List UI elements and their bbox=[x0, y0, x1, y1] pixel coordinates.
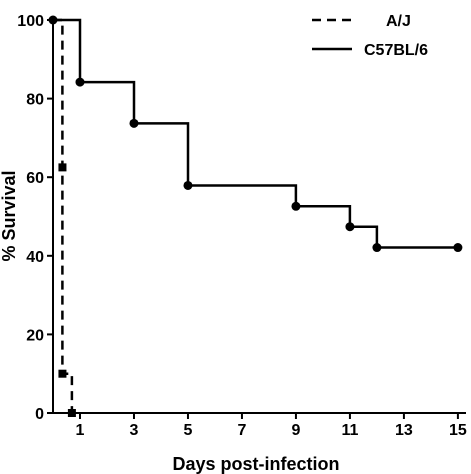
legend: A/J C57BL/6 bbox=[312, 13, 428, 59]
y-tick-label: 0 bbox=[35, 406, 44, 423]
x-tick-label: 9 bbox=[291, 422, 300, 439]
data-point-c57bl6 bbox=[345, 222, 355, 232]
data-point-c57bl6 bbox=[291, 201, 301, 211]
x-tick-label: 13 bbox=[395, 422, 413, 439]
y-axis-title: % Survival bbox=[0, 170, 19, 261]
x-tick-label: 3 bbox=[130, 422, 139, 439]
x-tick-label: 7 bbox=[238, 422, 247, 439]
y-tick-label: 60 bbox=[26, 170, 44, 187]
data-point-aj bbox=[58, 163, 67, 172]
data-point-aj bbox=[67, 409, 76, 417]
data-point-c57bl6 bbox=[129, 118, 139, 128]
series-layer bbox=[48, 15, 463, 417]
data-point-c57bl6 bbox=[372, 243, 382, 253]
data-point-c57bl6 bbox=[75, 77, 85, 87]
x-axis-title: Days post-infection bbox=[172, 454, 339, 474]
x-tick-label: 5 bbox=[184, 422, 193, 439]
series-line-aj bbox=[53, 18, 74, 413]
legend-label-aj: A/J bbox=[386, 13, 411, 30]
y-tick-label: 80 bbox=[26, 92, 44, 109]
y-tick-label: 40 bbox=[26, 249, 44, 266]
y-tick-label: 20 bbox=[26, 327, 44, 344]
x-tick-label: 11 bbox=[341, 422, 358, 439]
y-tick-label: 100 bbox=[17, 13, 44, 30]
data-point-c57bl6 bbox=[453, 243, 463, 253]
data-point-c57bl6 bbox=[183, 180, 193, 190]
data-point-aj bbox=[58, 369, 67, 378]
x-tick-label: 1 bbox=[76, 422, 85, 439]
series-line-c57bl6 bbox=[53, 18, 458, 249]
legend-label-c57bl6: C57BL/6 bbox=[364, 42, 428, 59]
x-tick-label: 15 bbox=[449, 422, 467, 439]
data-point-c57bl6 bbox=[48, 15, 58, 25]
